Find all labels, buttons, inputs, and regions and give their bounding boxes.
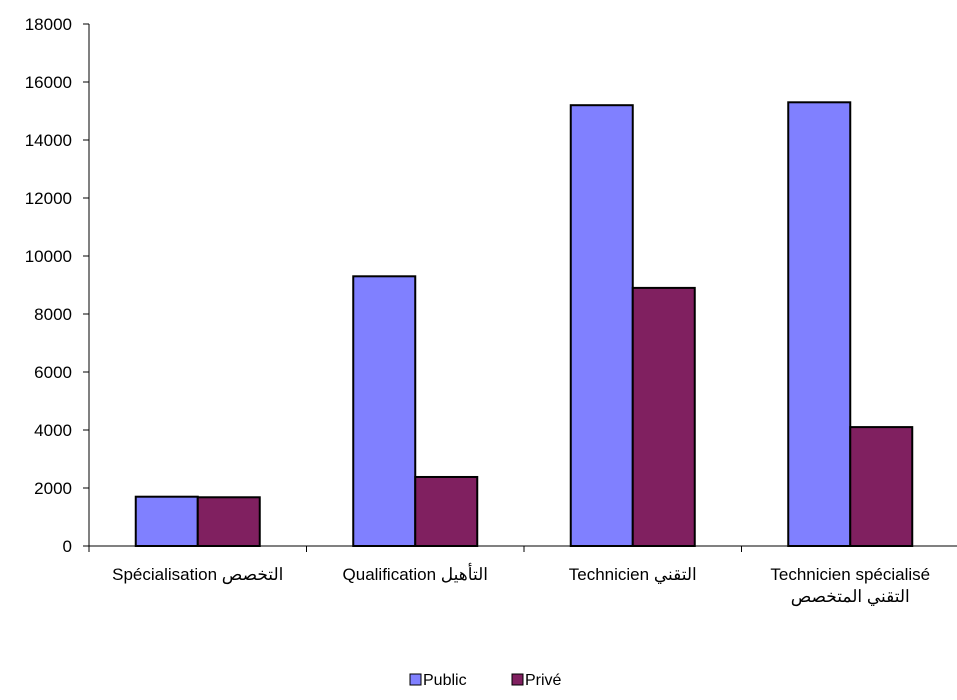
legend-swatch — [512, 674, 523, 685]
legend: Public Privé — [410, 672, 562, 689]
x-category-label: التقني المتخصص — [791, 587, 910, 607]
bar-priv--2 — [633, 288, 695, 546]
bar-priv--0 — [198, 497, 260, 546]
x-category-label: Technicien spécialisé — [770, 565, 930, 584]
bar-public-2 — [571, 105, 633, 546]
bars — [136, 102, 913, 546]
y-tick-label: 4000 — [34, 421, 72, 440]
y-tick-label: 0 — [63, 537, 72, 556]
bar-priv--3 — [850, 427, 912, 546]
y-tick-label: 10000 — [25, 247, 72, 266]
bar-public-0 — [136, 497, 198, 546]
x-category-label: Qualification التأهيل — [343, 562, 488, 584]
x-category-label: Technicien التقني — [569, 565, 697, 584]
y-tick-label: 12000 — [25, 189, 72, 208]
legend-label: Privé — [525, 672, 562, 689]
x-category-label: Spécialisation التخصص — [112, 565, 283, 585]
bar-public-3 — [788, 102, 850, 546]
y-tick-label: 8000 — [34, 305, 72, 324]
legend-swatch — [410, 674, 421, 685]
y-tick-label: 2000 — [34, 479, 72, 498]
y-tick-label: 18000 — [25, 15, 72, 34]
legend-label: Public — [423, 672, 467, 689]
bar-priv--1 — [415, 477, 477, 546]
y-tick-label: 16000 — [25, 73, 72, 92]
y-tick-label: 6000 — [34, 363, 72, 382]
bar-public-1 — [353, 276, 415, 546]
y-tick-label: 14000 — [25, 131, 72, 150]
